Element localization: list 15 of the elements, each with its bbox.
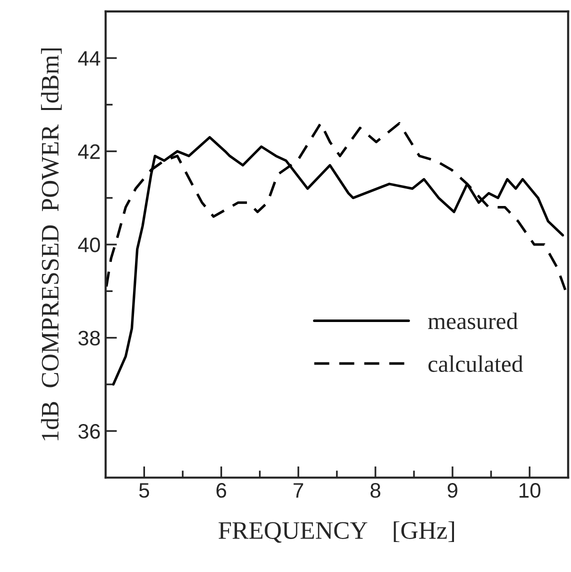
- x-tick-label: 8: [370, 483, 380, 498]
- y-tick-label: 44: [78, 51, 100, 66]
- x-tick-label: 5: [139, 483, 150, 498]
- legend-label: measured: [428, 312, 518, 330]
- y-tick-label: 36: [78, 424, 100, 439]
- y-tick-label: 42: [78, 144, 100, 159]
- x-tick-label: 9: [448, 483, 458, 498]
- x-tick-label: 10: [520, 483, 540, 498]
- x-axis-title: FREQUENCY [GHz]: [218, 521, 454, 543]
- y-tick-label: 38: [78, 330, 100, 346]
- y-axis-title: 1dB COMPRESSED POWER [dBm]: [41, 48, 62, 440]
- legend-label: calculated: [428, 355, 523, 372]
- x-tick-label: 6: [216, 483, 226, 498]
- y-tick-label: 40: [78, 238, 100, 252]
- x-tick-label: 7: [294, 483, 304, 498]
